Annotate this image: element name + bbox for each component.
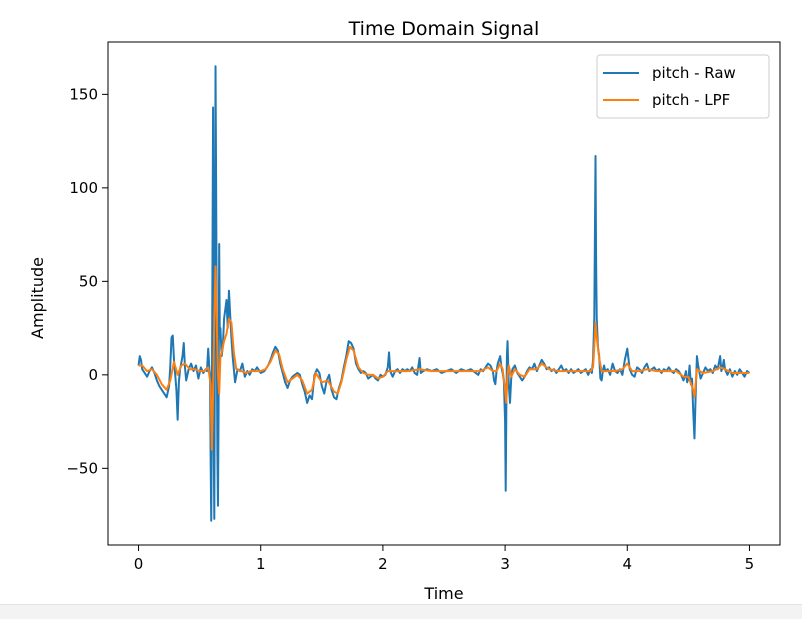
x-axis-ticks: 0 1 2 3 4 5 (134, 545, 754, 573)
y-axis-label: Amplitude (28, 257, 47, 339)
series-line-lpf (138, 265, 750, 451)
x-tick-label-5: 5 (745, 555, 755, 573)
y-tick-label-3: 100 (69, 179, 98, 197)
window-bottom-strip (0, 604, 802, 619)
series-layer (137, 65, 751, 522)
y-tick-label-1: 0 (88, 366, 98, 384)
x-axis-label: Time (423, 584, 463, 603)
x-tick-label-2: 2 (378, 555, 388, 573)
y-tick-label-2: 50 (79, 272, 98, 290)
x-tick-label-1: 1 (256, 555, 266, 573)
chart-title: Time Domain Signal (348, 18, 540, 40)
legend: pitch - Raw pitch - LPF (596, 54, 770, 119)
x-tick-label-3: 3 (500, 555, 510, 573)
y-tick-label-0: −50 (66, 459, 98, 477)
legend-label-raw: pitch - Raw (652, 64, 736, 82)
x-tick-label-4: 4 (622, 555, 632, 573)
x-tick-label-0: 0 (134, 555, 144, 573)
legend-box (596, 54, 770, 119)
y-axis-ticks: −50 0 50 100 150 (66, 85, 108, 477)
y-tick-label-4: 150 (69, 85, 98, 103)
legend-label-lpf: pitch - LPF (652, 91, 730, 109)
